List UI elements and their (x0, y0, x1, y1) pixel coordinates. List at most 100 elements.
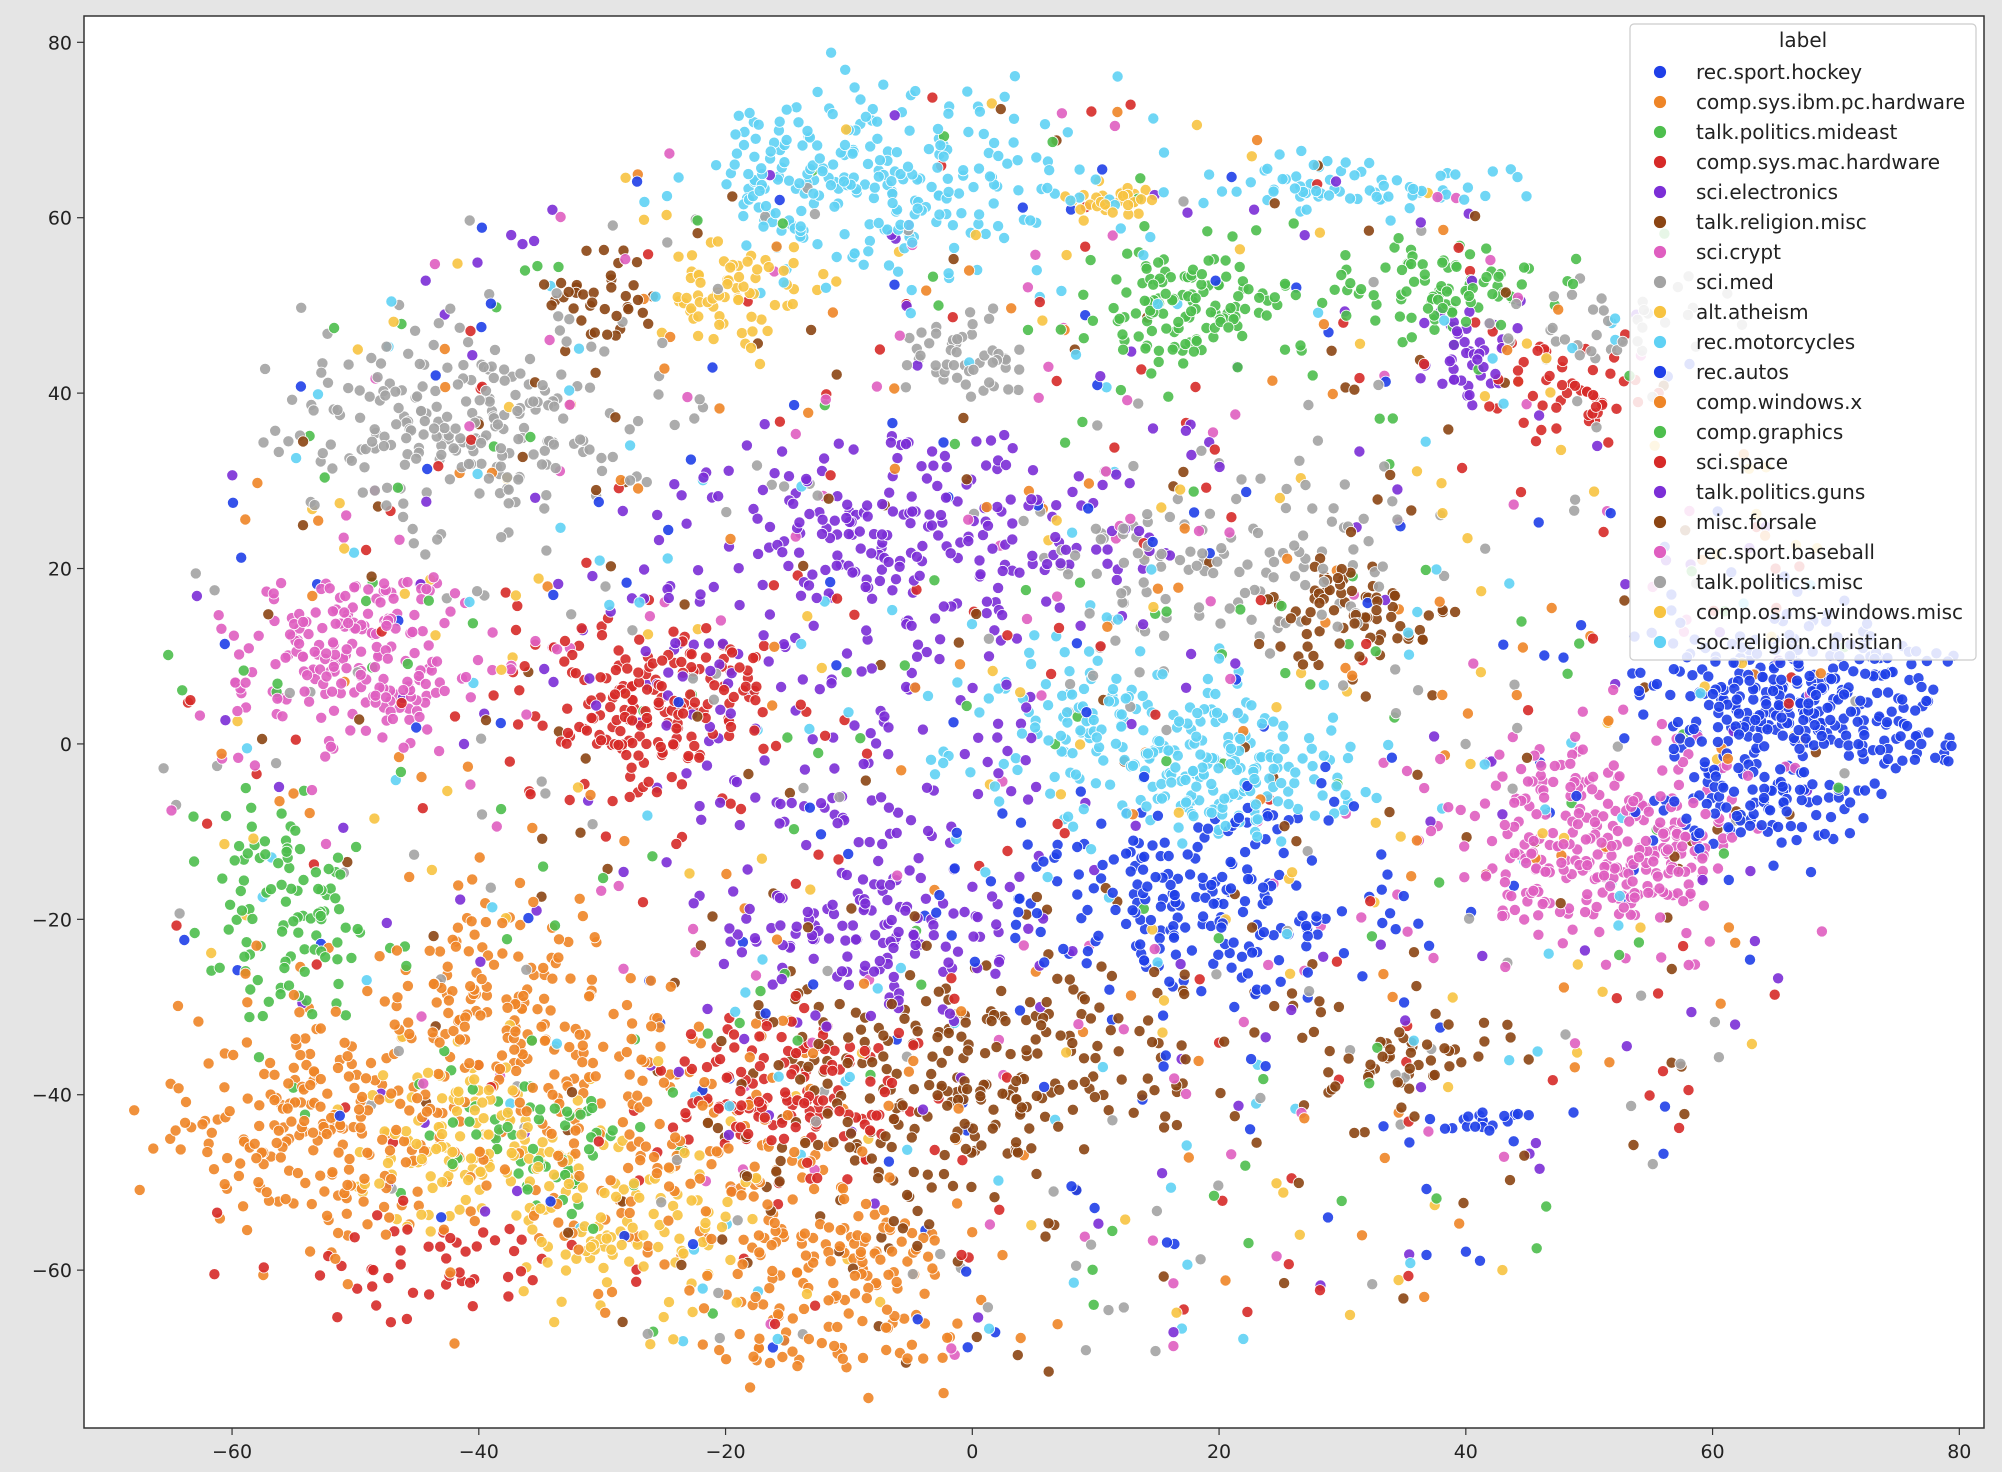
scatter-point (296, 519, 309, 532)
scatter-point (1540, 352, 1553, 365)
scatter-point (758, 639, 771, 652)
scatter-point (561, 702, 574, 715)
scatter-point (1090, 543, 1103, 556)
scatter-point (896, 1222, 909, 1235)
scatter-point (925, 180, 938, 193)
scatter-point (840, 511, 853, 524)
scatter-point (188, 855, 201, 868)
scatter-point (767, 579, 780, 592)
scatter-point (830, 250, 843, 263)
scatter-point (1338, 478, 1351, 491)
scatter-point (1091, 419, 1104, 432)
scatter-point (1478, 758, 1491, 771)
scatter-point (1532, 909, 1545, 922)
scatter-point (1257, 1073, 1270, 1086)
scatter-point (917, 1352, 930, 1365)
scatter-point (1000, 678, 1013, 691)
scatter-point (1360, 637, 1373, 650)
scatter-point (1578, 944, 1591, 957)
scatter-point (251, 476, 264, 489)
scatter-point (1885, 705, 1898, 718)
scatter-point (1172, 581, 1185, 594)
scatter-point (593, 554, 606, 567)
scatter-point (770, 1165, 783, 1178)
scatter-point (597, 872, 610, 885)
scatter-point (475, 436, 488, 449)
scatter-point (1236, 329, 1249, 342)
scatter-point (438, 617, 451, 630)
scatter-point (525, 1034, 538, 1047)
scatter-point (795, 589, 808, 602)
scatter-point (1104, 778, 1117, 791)
scatter-point (654, 1040, 667, 1053)
scatter-point (1453, 1217, 1466, 1230)
scatter-point (552, 577, 565, 590)
scatter-point (1497, 638, 1510, 651)
points-layer (128, 46, 1960, 1405)
scatter-point (988, 780, 1001, 793)
scatter-point (1156, 1167, 1169, 1180)
scatter-point (785, 797, 798, 810)
scatter-point (606, 450, 619, 463)
scatter-point (1567, 277, 1580, 290)
scatter-point (1017, 514, 1030, 527)
scatter-point (1264, 647, 1277, 660)
scatter-point (1175, 1039, 1188, 1052)
scatter-point (1449, 295, 1462, 308)
scatter-point (716, 1233, 729, 1246)
scatter-point (1158, 629, 1171, 642)
scatter-point (1039, 1230, 1052, 1243)
scatter-point (536, 719, 549, 732)
scatter-point (239, 782, 252, 795)
scatter-point (742, 168, 755, 181)
scatter-point (1080, 706, 1093, 719)
scatter-point (1189, 380, 1202, 393)
scatter-point (927, 270, 940, 283)
scatter-point (1390, 707, 1403, 720)
scatter-point (303, 807, 316, 820)
scatter-point (477, 1226, 490, 1239)
scatter-point (877, 78, 890, 91)
scatter-point (1287, 217, 1300, 230)
scatter-point (1152, 355, 1165, 368)
scatter-point (681, 391, 694, 404)
scatter-point (332, 977, 345, 990)
scatter-point (321, 1209, 334, 1222)
scatter-point (559, 635, 572, 648)
scatter-point (1062, 810, 1075, 823)
scatter-point (898, 1012, 911, 1025)
scatter-point (252, 1051, 265, 1064)
scatter-point (1268, 197, 1281, 210)
scatter-point (576, 1039, 589, 1052)
scatter-point (595, 451, 608, 464)
scatter-point (1094, 640, 1107, 653)
scatter-point (722, 464, 735, 477)
scatter-point (420, 495, 433, 508)
scatter-point (958, 1117, 971, 1130)
scatter-point (699, 1217, 712, 1230)
scatter-point (342, 1070, 355, 1083)
scatter-point (1025, 1219, 1038, 1232)
scatter-point (1313, 995, 1326, 1008)
scatter-point (524, 788, 537, 801)
scatter-point (729, 128, 742, 141)
scatter-point (797, 559, 810, 572)
scatter-point (807, 619, 820, 632)
scatter-point (1138, 954, 1151, 967)
scatter-point (901, 1189, 914, 1202)
scatter-point (1685, 1006, 1698, 1019)
scatter-point (1079, 240, 1092, 253)
scatter-point (172, 1082, 185, 1095)
scatter-point (683, 867, 696, 880)
scatter-point (1074, 576, 1087, 589)
scatter-point (1530, 435, 1543, 448)
scatter-point (231, 715, 244, 728)
scatter-point (868, 965, 881, 978)
scatter-point (1322, 814, 1335, 827)
scatter-point (631, 175, 644, 188)
scatter-point (1160, 605, 1173, 618)
scatter-point (1322, 1066, 1335, 1079)
scatter-point (1758, 771, 1771, 784)
scatter-point (1061, 126, 1074, 139)
scatter-point (284, 628, 297, 641)
